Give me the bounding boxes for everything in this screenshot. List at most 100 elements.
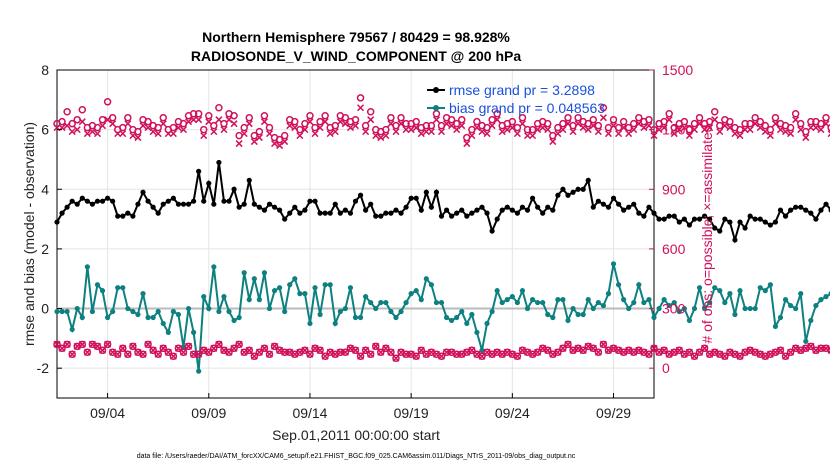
point-rmse <box>398 210 404 216</box>
point-obs_possible <box>544 119 552 128</box>
point-rmse <box>282 216 288 222</box>
point-bias <box>661 297 667 303</box>
point-bias <box>433 299 440 306</box>
point-rmse <box>555 192 561 198</box>
point-obs_low_possible <box>159 344 167 353</box>
point-obs_low_assimilated <box>362 346 370 354</box>
point-obs_assimilated <box>260 118 268 126</box>
point-obs_possible <box>791 109 800 118</box>
series-obs_low_assimilated <box>53 340 830 362</box>
point-obs_assimilated <box>685 132 693 140</box>
point-bias <box>302 291 308 297</box>
point-rmse <box>342 207 348 213</box>
point-obs_low_assimilated <box>114 350 122 358</box>
point-obs_possible <box>124 113 132 122</box>
point-obs_low_assimilated <box>812 346 820 354</box>
point-obs_assimilated <box>144 124 152 132</box>
point-obs_possible <box>402 119 410 128</box>
point-bias <box>717 288 723 294</box>
point-obs_low_assimilated <box>448 348 456 356</box>
point-obs_possible <box>154 123 162 132</box>
point-rmse <box>732 237 738 243</box>
point-obs_possible <box>726 117 734 126</box>
point-bias <box>140 291 146 297</box>
point-bias <box>337 308 343 315</box>
point-obs_assimilated <box>326 130 334 138</box>
point-rmse <box>772 219 779 225</box>
point-rmse <box>494 216 500 222</box>
point-obs_low_possible <box>63 340 71 349</box>
point-obs_possible <box>493 109 501 118</box>
point-obs_assimilated <box>139 122 147 130</box>
point-obs_low_possible <box>210 344 218 353</box>
point-bias <box>236 314 242 321</box>
point-obs_low_assimilated <box>625 346 633 354</box>
point-rmse <box>155 210 161 216</box>
point-obs_low_assimilated <box>771 348 779 356</box>
point-rmse <box>216 159 222 166</box>
point-bias <box>342 305 348 312</box>
point-obs_assimilated <box>534 126 542 134</box>
point-obs_possible <box>306 111 314 120</box>
point-rmse <box>357 192 364 198</box>
point-obs_assimilated <box>802 134 810 142</box>
point-obs_possible <box>240 123 248 132</box>
point-rmse <box>277 207 283 213</box>
point-obs_assimilated <box>701 126 709 134</box>
x-tick-label: 09/19 <box>394 405 429 421</box>
point-obs_possible <box>609 115 618 124</box>
point-bias <box>813 302 819 309</box>
point-obs_possible <box>230 111 238 120</box>
plot-frame <box>56 69 655 399</box>
point-obs_assimilated <box>473 124 481 132</box>
point-bias <box>803 338 809 344</box>
point-obs_possible <box>361 121 370 130</box>
point-obs_low_possible <box>189 350 198 359</box>
point-bias <box>747 305 753 312</box>
point-bias <box>292 276 298 282</box>
point-rmse <box>256 204 262 210</box>
point-obs_assimilated <box>817 126 825 134</box>
point-rmse <box>489 228 495 234</box>
point-bias <box>246 297 252 303</box>
point-obs_assimilated <box>544 126 552 134</box>
point-obs_low_possible <box>129 342 137 351</box>
point-obs_assimilated <box>812 124 820 132</box>
point-obs_low_possible <box>169 352 178 361</box>
point-obs_assimilated <box>756 124 764 132</box>
point-obs_low_assimilated <box>326 348 334 356</box>
point-bias <box>565 317 571 324</box>
point-obs_assimilated <box>630 126 638 134</box>
point-obs_low_assimilated <box>179 348 188 356</box>
point-obs_assimilated <box>529 132 537 140</box>
point-obs_low_assimilated <box>119 344 127 352</box>
point-rmse <box>793 204 799 210</box>
point-rmse <box>813 216 819 222</box>
point-obs_low_possible <box>417 346 426 355</box>
point-rmse <box>595 198 601 204</box>
point-bias <box>484 320 490 327</box>
point-obs_assimilated <box>554 130 562 138</box>
point-obs_low_possible <box>124 350 132 359</box>
point-obs_assimilated <box>68 128 76 136</box>
point-bias <box>347 285 354 291</box>
point-bias <box>307 320 313 327</box>
point-obs_low_assimilated <box>109 348 117 356</box>
point-rmse <box>621 207 627 213</box>
point-bias <box>160 320 166 327</box>
point-obs_possible <box>144 117 152 126</box>
point-obs_low_possible <box>215 340 223 349</box>
point-obs_low_assimilated <box>640 348 648 356</box>
point-bias <box>64 308 70 315</box>
point-rmse <box>115 213 121 219</box>
point-rmse <box>94 198 101 204</box>
point-obs_assimilated <box>63 122 71 130</box>
point-bias <box>125 305 131 312</box>
point-obs_assimilated <box>311 130 319 138</box>
point-bias <box>469 311 475 318</box>
chart-title-line2: RADIOSONDE_V_WIND_COMPONENT @ 200 hPa <box>191 48 521 64</box>
point-rmse <box>226 198 232 204</box>
point-bias <box>757 285 763 291</box>
point-obs_possible <box>817 119 825 128</box>
x-axis-label: Sep.01,2011 00:00:00 start <box>272 427 440 443</box>
